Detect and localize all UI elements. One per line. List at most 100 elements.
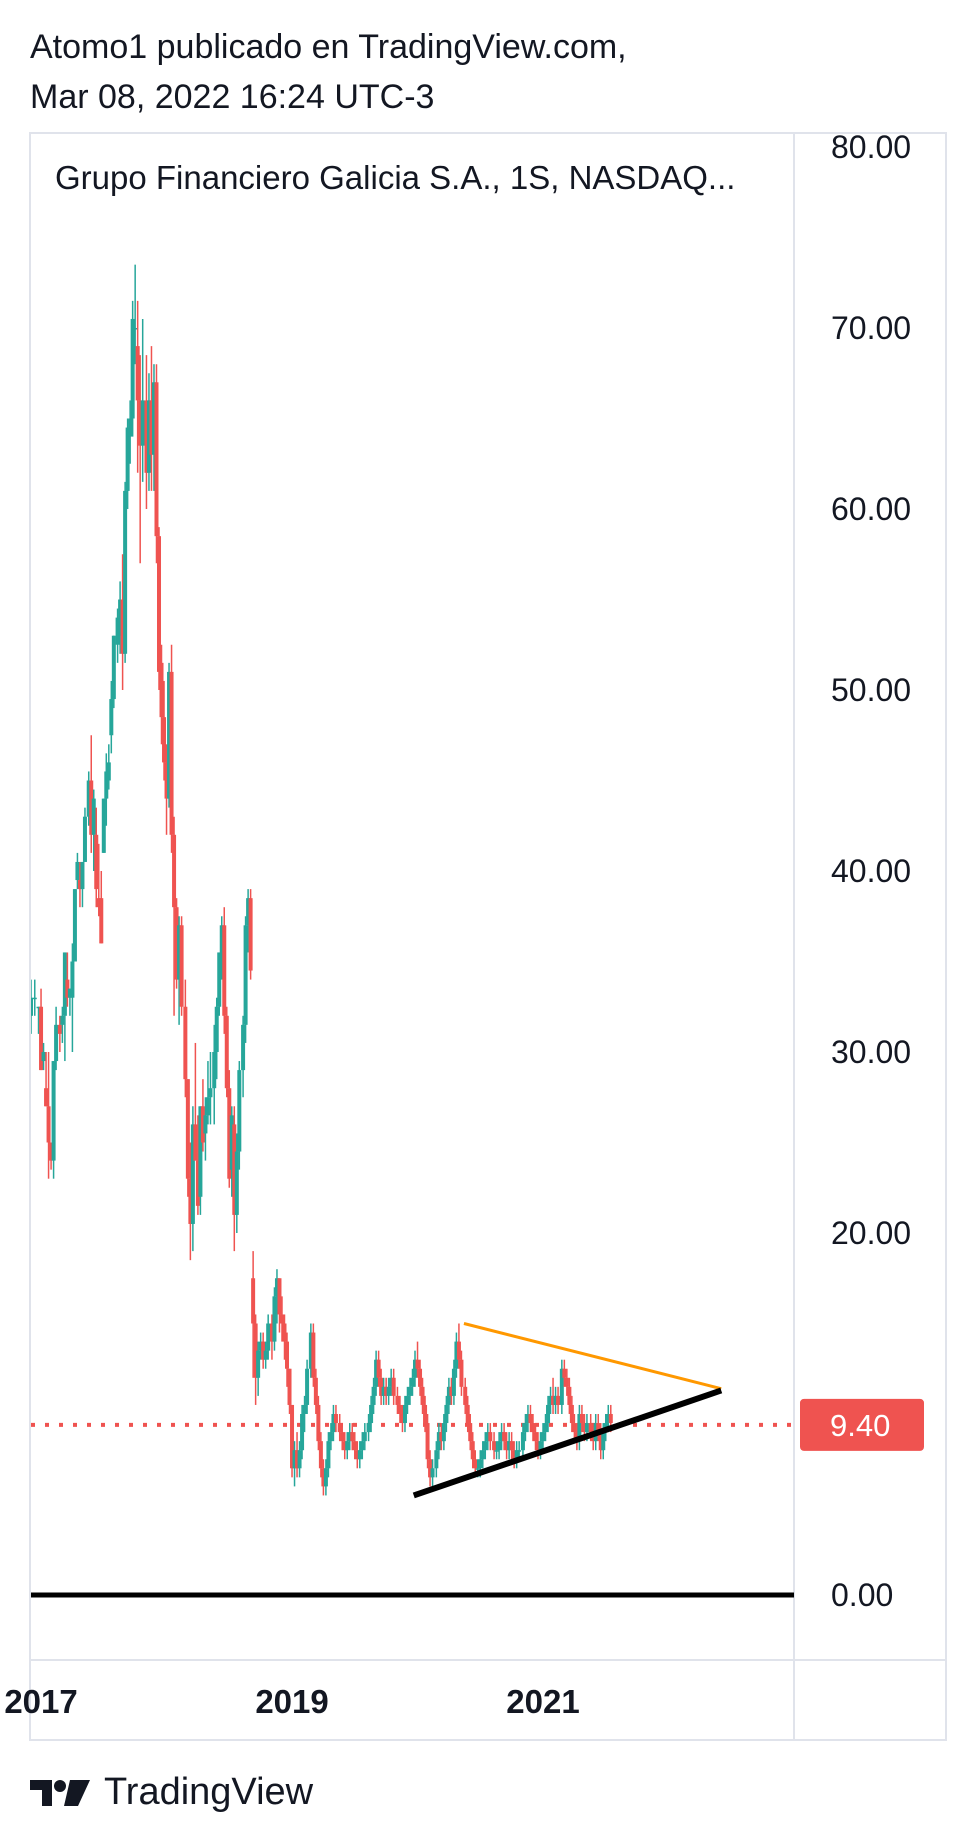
candle-body (305, 1368, 310, 1405)
candle-body (357, 1450, 362, 1460)
candle-body (125, 427, 130, 491)
price-tick-label: 80.00 (831, 129, 911, 165)
candle-body (237, 1070, 242, 1152)
candle-body (195, 1160, 200, 1206)
candle-body (32, 997, 37, 1000)
candle-body (118, 599, 123, 636)
candle-body (564, 1377, 569, 1387)
candle-body (488, 1432, 493, 1442)
candle-body (449, 1386, 454, 1396)
candle-body (217, 952, 222, 1007)
plot-area[interactable] (29, 264, 794, 1598)
candle-body (362, 1432, 367, 1442)
time-tick-label: 2017 (4, 1683, 77, 1720)
candle-body (243, 925, 248, 1025)
candle-body (553, 1395, 558, 1405)
candle-body (366, 1423, 371, 1433)
footer-brand-text: TradingView (104, 1771, 314, 1813)
candle-body (86, 780, 91, 817)
candle-body (543, 1423, 548, 1433)
candle-body (261, 1341, 266, 1360)
price-tick-label: 30.00 (831, 1034, 911, 1070)
candle-body (606, 1414, 611, 1424)
candle-body (57, 1024, 62, 1034)
candle-body (340, 1432, 345, 1442)
candle-body (266, 1323, 271, 1351)
candle-body (371, 1386, 376, 1405)
candle-body (300, 1414, 305, 1451)
candle-body (379, 1377, 384, 1396)
candle-body (596, 1423, 601, 1433)
candle-body (420, 1386, 425, 1405)
candle-body (485, 1432, 490, 1442)
candle-body (109, 699, 114, 736)
candle-body (172, 834, 177, 908)
candle-body (272, 1296, 277, 1342)
candle-body (480, 1450, 485, 1460)
candle-body (323, 1468, 328, 1487)
candle-body (224, 1015, 229, 1089)
candle-body (67, 988, 72, 998)
candle-body (321, 1468, 326, 1487)
candle-body (525, 1414, 530, 1424)
footer-brand[interactable]: TradingView (30, 1771, 313, 1814)
candle-body (337, 1423, 342, 1433)
candle-body (430, 1468, 435, 1478)
candle-body (128, 418, 133, 437)
tradingview-logo-icon (30, 1779, 90, 1806)
candle-body (441, 1423, 446, 1442)
candle-body (104, 771, 109, 799)
candle-body (459, 1359, 464, 1387)
candle-body (290, 1404, 295, 1469)
candle-body (562, 1368, 567, 1378)
candle-body (407, 1386, 412, 1396)
candle-body (418, 1368, 423, 1387)
candle-body (302, 1404, 307, 1414)
candle-body (446, 1386, 451, 1405)
candle-body (386, 1386, 391, 1396)
candle-body (569, 1404, 574, 1424)
candle-body (274, 1278, 279, 1297)
candle-body (65, 979, 70, 998)
candle-body (174, 907, 179, 980)
candle-body (44, 1088, 49, 1107)
candle-body (601, 1432, 606, 1451)
candle-body (229, 1115, 234, 1170)
trendline-resistance (463, 1322, 722, 1391)
candle-body (198, 1106, 203, 1197)
candle-body (185, 1079, 190, 1179)
candle-body (520, 1432, 525, 1451)
candle-body (138, 400, 143, 446)
time-tick-label: 2019 (255, 1683, 328, 1720)
candle-body (588, 1423, 593, 1433)
time-axis[interactable]: 2017 2019 2021 (4, 1683, 579, 1720)
price-tick-label: 40.00 (831, 853, 911, 889)
publication-date-line: Mar 08, 2022 16:24 UTC-3 (30, 78, 435, 116)
candle-body (205, 1097, 210, 1116)
price-tick-label: 60.00 (831, 491, 911, 527)
candle-body (146, 400, 151, 473)
candle-body (342, 1441, 347, 1451)
candle-body (179, 925, 184, 1007)
candle-body (313, 1377, 318, 1405)
candle-body (75, 861, 80, 881)
candle-body (456, 1341, 461, 1360)
candle-body (530, 1423, 535, 1433)
candles-group (31, 264, 794, 1598)
candle-body (494, 1450, 499, 1452)
candle-body (308, 1332, 313, 1369)
price-axis[interactable]: 80.00 70.00 60.00 50.00 40.00 30.00 20.00 0.00 9… (800, 129, 924, 1613)
candle-body (99, 898, 104, 944)
candle-body (115, 617, 120, 645)
candle-body (234, 1151, 239, 1215)
last-price-tag (800, 1398, 924, 1451)
candle-body (572, 1423, 577, 1433)
symbol-title[interactable]: Grupo Financiero Galicia S.A., 1S, NASDA… (55, 158, 740, 198)
candle-body (51, 1061, 56, 1161)
candle-body (384, 1386, 389, 1396)
candle-body (91, 798, 96, 835)
last-price-tag-label: 9.40 (830, 1408, 890, 1443)
candle-body (232, 1124, 237, 1215)
trendline-support (412, 1387, 723, 1499)
